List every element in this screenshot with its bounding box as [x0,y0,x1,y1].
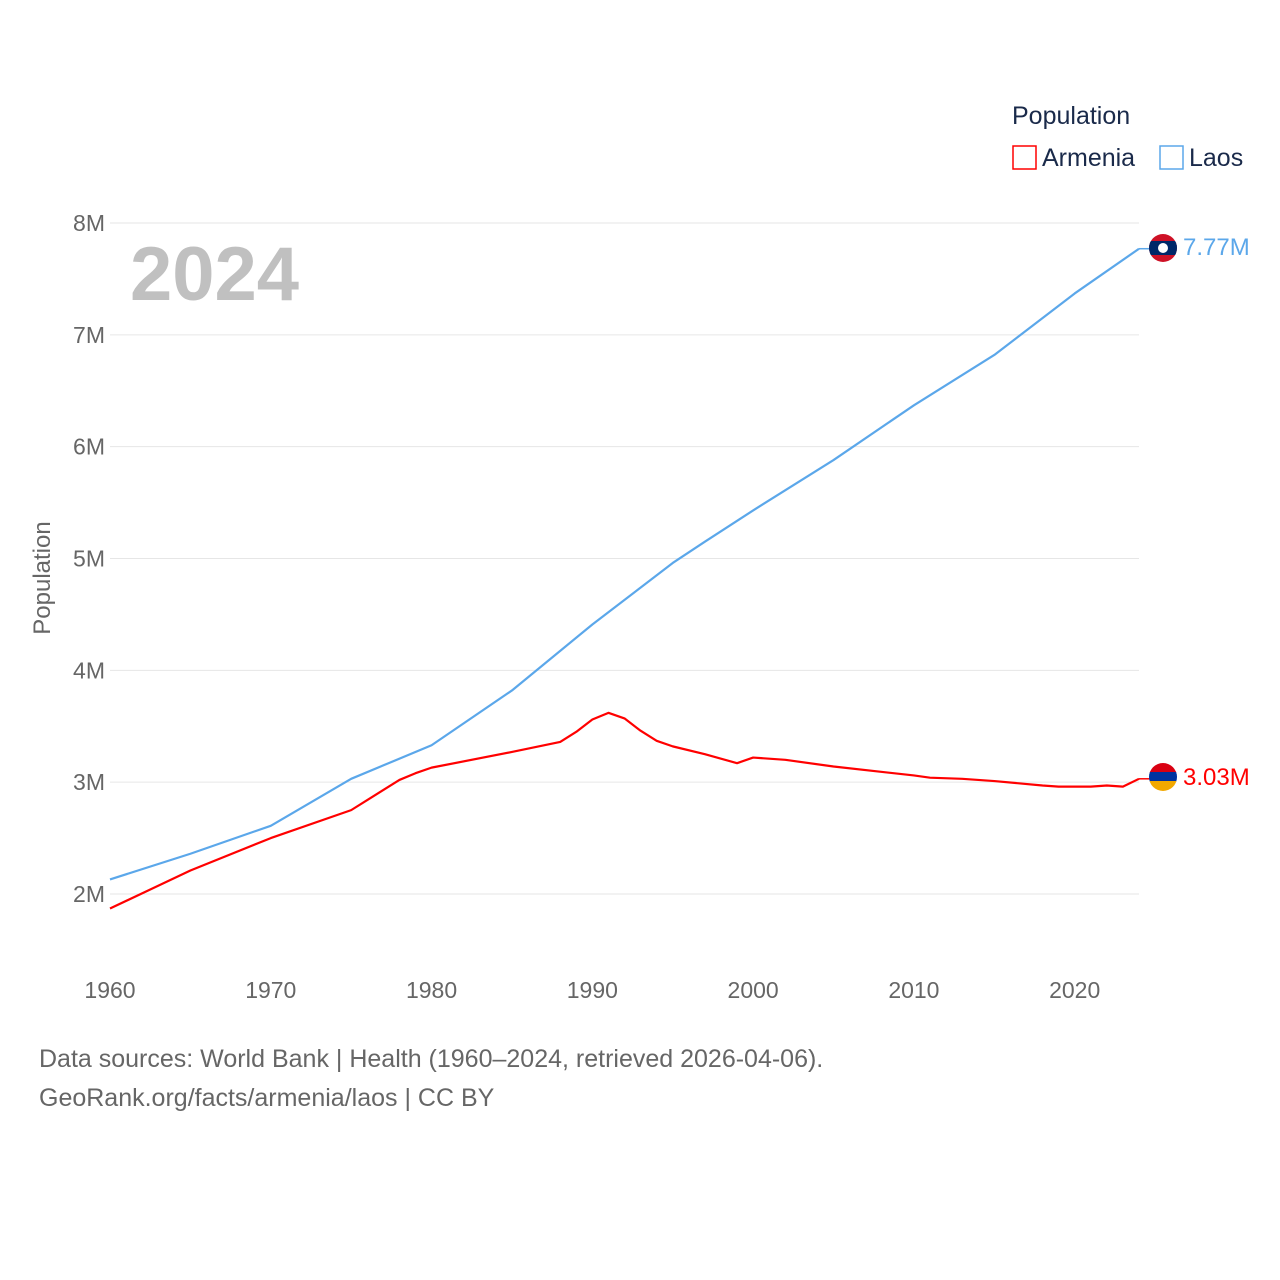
footer-credit[interactable]: GeoRank.org/facts/armenia/laos | CC BY [39,1084,495,1112]
y-tick-label: 4M [73,657,105,683]
y-axis: 2M 3M 4M 5M 6M 7M 8M [73,210,105,907]
legend-title: Population [1012,102,1130,130]
x-tick-label: 1970 [245,977,296,1003]
y-tick-label: 7M [73,322,105,348]
y-tick-label: 3M [73,769,105,795]
legend-label-laos[interactable]: Laos [1189,144,1243,172]
x-tick-label: 1960 [84,977,135,1003]
end-label-laos: 7.77M [1183,234,1250,261]
y-tick-label: 2M [73,881,105,907]
x-axis: 1960 1970 1980 1990 2000 2010 2020 [84,977,1100,1003]
y-tick-label: 5M [73,546,105,572]
grid [110,222,1139,895]
year-watermark: 2024 [130,232,299,317]
footer-sources: Data sources: World Bank | Health (1960–… [39,1045,824,1073]
legend: Population Armenia Laos [1012,102,1243,172]
y-axis-label: Population [29,521,56,634]
armenia-flag-icon [1149,763,1177,791]
x-tick-label: 2010 [888,977,939,1003]
legend-label-armenia[interactable]: Armenia [1042,144,1135,172]
legend-swatch-armenia[interactable] [1012,145,1037,170]
x-tick-label: 1990 [567,977,618,1003]
series-line-laos [109,247,1140,881]
y-tick-label: 6M [73,434,105,460]
x-tick-label: 2020 [1049,977,1100,1003]
y-tick-label: 8M [73,210,105,236]
series-line-armenia [109,711,1140,910]
x-tick-label: 2000 [728,977,779,1003]
laos-flag-icon [1149,234,1177,262]
legend-swatch-laos[interactable] [1159,145,1184,170]
x-tick-label: 1980 [406,977,457,1003]
series-lines [109,247,1150,910]
end-label-armenia: 3.03M [1183,764,1250,791]
